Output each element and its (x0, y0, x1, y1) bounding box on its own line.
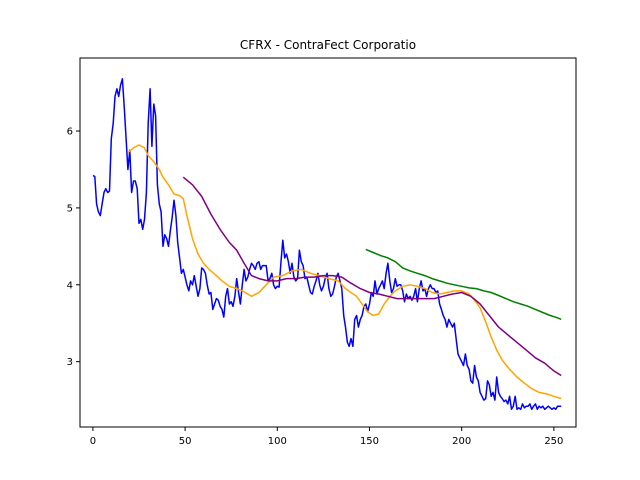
x-tick-label: 200 (452, 436, 471, 447)
series-line-1 (92, 78, 562, 411)
x-tick-label: 100 (268, 436, 287, 447)
y-tick-label: 3 (67, 357, 73, 368)
plot-area-frame (79, 57, 577, 428)
series-line-3 (182, 176, 562, 377)
chart-title: CFRX - ContraFect Corporatio (240, 38, 416, 52)
x-tick-label: 50 (179, 436, 192, 447)
series-line-2 (127, 144, 562, 400)
x-tick-label: 0 (90, 436, 96, 447)
y-tick-label: 4 (67, 280, 73, 291)
x-axis: 0 50 100 150 200 250 (90, 427, 563, 447)
x-tick-label: 150 (360, 436, 379, 447)
y-axis: 3 4 5 6 (67, 127, 80, 368)
x-tick-label: 250 (544, 436, 563, 447)
series-layer (92, 78, 562, 411)
y-tick-label: 6 (67, 127, 73, 138)
y-tick-label: 5 (67, 203, 73, 214)
series-line-4 (365, 248, 562, 321)
